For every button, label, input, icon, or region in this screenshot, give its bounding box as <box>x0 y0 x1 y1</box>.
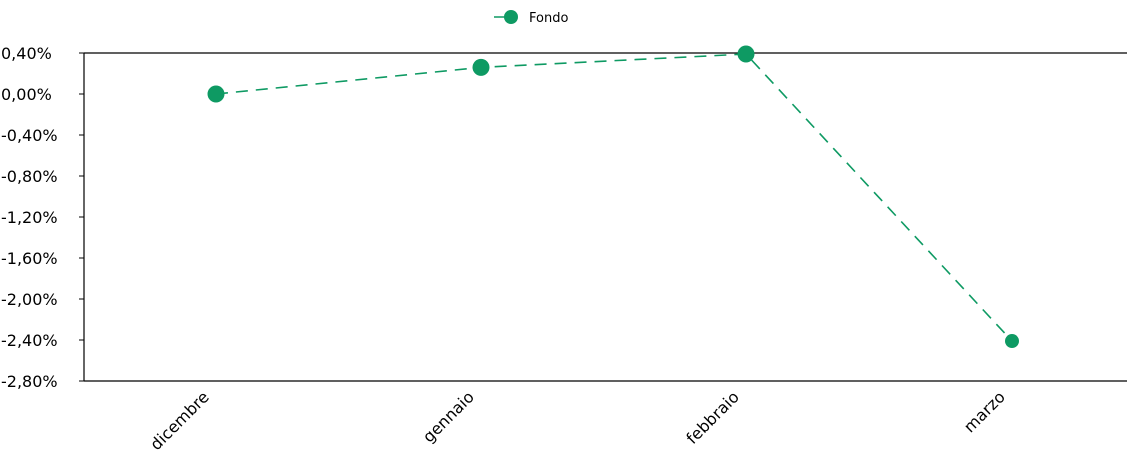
y-tick-label: -2,80% <box>1 372 58 391</box>
y-tick-label: -1,60% <box>1 249 58 268</box>
y-tick-label: -1,20% <box>1 208 58 227</box>
x-tick-label: febbraio <box>682 387 742 447</box>
series-line <box>215 53 1013 342</box>
x-tick-label: gennaio <box>419 387 478 446</box>
series-layer <box>207 45 1019 349</box>
legend-label: Fondo <box>529 11 568 26</box>
y-tick-label: -0,40% <box>1 126 58 145</box>
legend: Fondo <box>494 10 568 26</box>
y-tick-label: 0,00% <box>1 85 52 104</box>
y-tick-label: -0,80% <box>1 167 58 186</box>
y-tick-label: -2,00% <box>1 290 58 309</box>
data-point <box>737 45 755 63</box>
data-point <box>1005 334 1019 349</box>
x-tick-label: dicembre <box>146 387 213 454</box>
data-point <box>472 58 490 76</box>
axes: 0,40% 0,00% -0,40% -0,80% -1,20% -1,60% -2,00%… <box>1 44 1127 454</box>
y-tick-label: 0,40% <box>1 44 52 63</box>
data-point <box>207 85 225 103</box>
x-tick-label: marzo <box>960 387 1009 436</box>
y-tick-label: -2,40% <box>1 331 58 350</box>
legend-marker <box>504 10 518 24</box>
